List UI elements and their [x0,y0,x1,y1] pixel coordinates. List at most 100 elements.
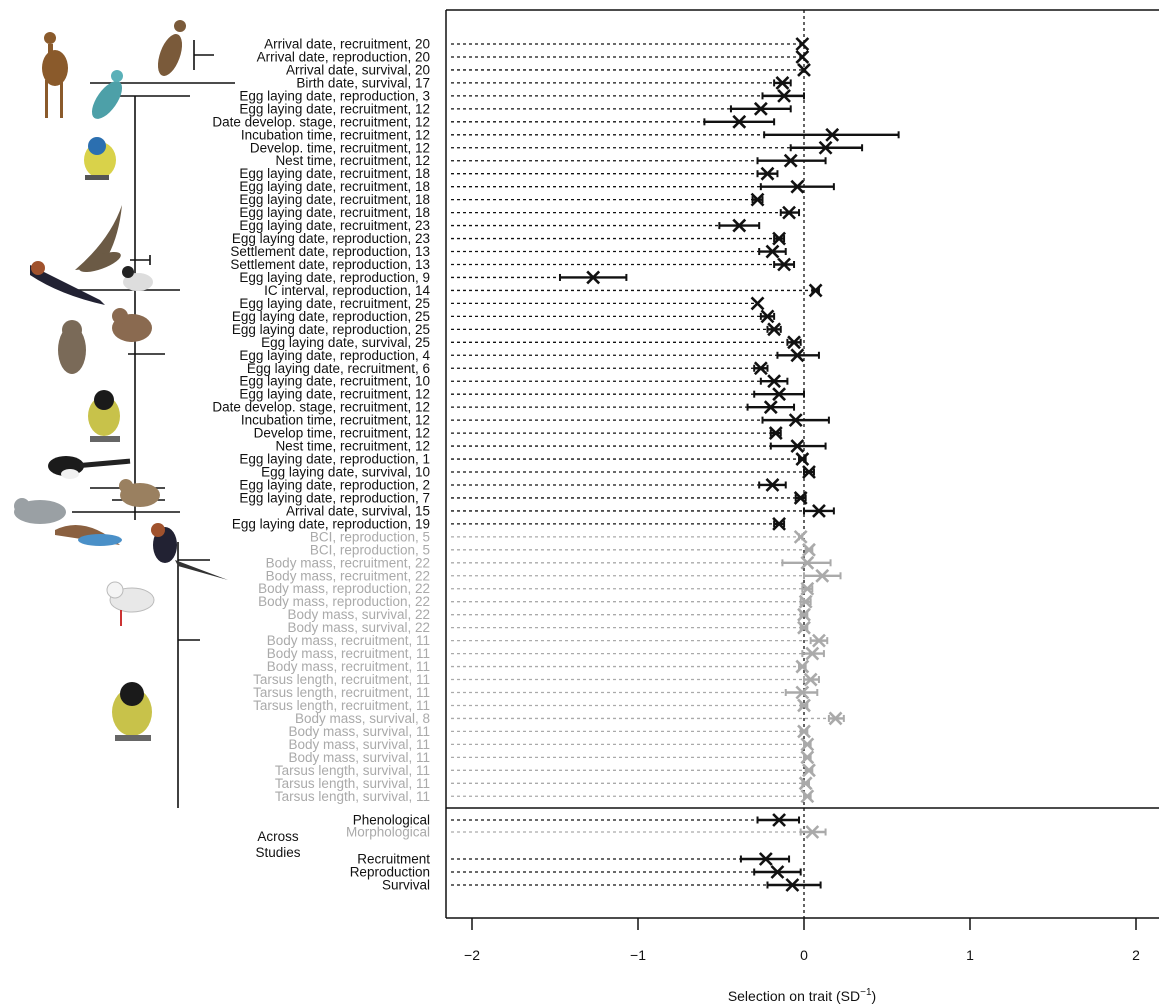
row-label: Egg laying date, reproduction, 25 [232,322,430,337]
row-38: BCI, reproduction, 5 [310,529,808,544]
row-8: Develop. time, recruitment, 12 [250,140,864,155]
row-50: Tarsus length, recruitment, 11 [253,685,819,700]
row-2: Arrival date, survival, 20 [286,62,811,77]
row-29: Incubation time, recruitment, 12 [241,413,830,428]
row-label: Egg laying date, recruitment, 23 [239,218,430,233]
ortolan-icon [119,479,160,507]
row-48: Body mass, recruitment, 11 [267,659,810,674]
row-44: Body mass, survival, 22 [287,607,811,622]
row-55: Body mass, survival, 11 [288,750,815,765]
row-label: Egg laying date, reproduction, 4 [239,348,430,363]
row-estimate-marker [760,166,775,181]
row-49: Tarsus length, recruitment, 11 [253,672,820,687]
row-estimate-marker [586,270,601,285]
x-axis: −2 −1 0 1 2 [464,918,1140,963]
row-label: Egg laying date, reproduction, 2 [239,477,430,492]
row-41: Body mass, recruitment, 22 [266,568,842,583]
row-estimate-marker [763,400,778,415]
row-estimate-marker [787,335,801,350]
row-26: Egg laying date, recruitment, 10 [239,374,789,389]
x-axis-title: Selection on trait (SD−1) [728,987,876,1004]
row-label: Body mass, recruitment, 22 [266,555,430,570]
studies-label: Studies [255,845,300,860]
row-4: Egg laying date, reproduction, 3 [239,88,805,103]
row-label: Nest time, recruitment, 12 [275,153,430,168]
row-estimate-marker [800,555,815,570]
row-estimate-marker [797,607,811,622]
row-estimate-marker [797,724,811,739]
row-56: Tarsus length, survival, 11 [275,763,816,778]
row-33: Egg laying date, survival, 10 [261,465,816,480]
row-label: Develop. time, recruitment, 12 [250,140,430,155]
row-estimate-marker [750,296,765,311]
row-label: Egg laying date, recruitment, 6 [247,361,430,376]
row-label: Tarsus length, recruitment, 11 [253,672,430,687]
row-label: Tarsus length, recruitment, 11 [253,698,430,713]
row-estimate-marker [828,711,843,726]
row-estimate-marker [768,426,783,441]
summary-row-estimate-marker [772,813,787,827]
row-estimate-marker [753,361,768,376]
row-46: Body mass, recruitment, 11 [267,633,829,648]
magpie-icon [48,456,131,479]
row-0: Arrival date, recruitment, 20 [264,37,810,52]
row-10: Egg laying date, recruitment, 18 [239,166,779,181]
row-estimate-marker [793,529,808,544]
row-13: Egg laying date, recruitment, 18 [239,205,801,220]
row-label: Egg laying date, reproduction, 23 [232,231,430,246]
reed-warbler-icon [157,20,186,76]
row-label: Egg laying date, survival, 10 [261,465,430,480]
scops-owl-icon [58,320,86,374]
row-32: Egg laying date, reproduction, 1 [239,452,810,467]
row-estimate-marker [732,218,747,233]
row-estimate-marker [732,114,747,129]
row-estimate-marker [790,439,805,453]
row-47: Body mass, recruitment, 11 [267,646,825,661]
row-27: Egg laying date, recruitment, 12 [239,387,805,402]
plot-box [445,9,1159,919]
row-label: Date develop. stage, recruitment, 12 [212,400,430,415]
across-studies-label: Across Studies [255,829,300,860]
row-estimate-marker [800,750,815,765]
row-label: Tarsus length, survival, 11 [275,776,430,791]
row-18: Egg laying date, reproduction, 9 [239,270,628,285]
row-estimate-marker [782,205,796,220]
summary-row-estimate-marker [770,865,785,879]
barn-swallow-icon [30,261,105,305]
row-label: Arrival date, survival, 20 [286,62,430,77]
row-estimate-marker [793,491,808,505]
row-label: IC interval, reproduction, 14 [264,283,430,298]
row-estimate-marker [797,620,811,635]
row-5: Egg laying date, recruitment, 12 [239,101,792,116]
row-label: Body mass, survival, 22 [287,620,430,635]
row-30: Develop time, recruitment, 12 [254,426,783,441]
sparrow-icon [112,308,152,342]
row-estimate-marker [800,789,815,804]
bird-icons [14,20,228,741]
gull-icon [106,581,155,626]
row-label: Settlement date, reproduction, 13 [230,244,430,259]
summary-row-label: Morphological [346,825,430,840]
row-estimate-marker [812,633,826,648]
row-estimate-marker [802,542,816,557]
row-37: Egg laying date, reproduction, 19 [232,516,787,531]
row-estimate-marker [815,568,830,583]
pied-flycatcher-icon [122,266,153,291]
summary-row-estimate-marker [785,878,800,892]
row-label: Egg laying date, reproduction, 9 [239,270,430,285]
summary-row-label: Survival [382,878,430,893]
great-tit-icon [88,390,120,442]
row-label: Egg laying date, recruitment, 10 [239,374,430,389]
row-estimate-marker [772,387,787,402]
x-tick-label: 1 [966,947,974,963]
summary-row-1: Morphological [346,825,827,840]
row-estimate-marker [765,478,780,492]
row-label: Body mass, reproduction, 22 [258,594,430,609]
across-label: Across [257,829,299,844]
row-42: Body mass, reproduction, 22 [258,581,815,596]
row-estimate-marker [753,101,768,116]
row-label: Incubation time, recruitment, 12 [241,413,430,428]
study-rows: Arrival date, recruitment, 20 Arrival dat… [212,37,900,804]
row-label: Body mass, reproduction, 22 [258,581,430,596]
